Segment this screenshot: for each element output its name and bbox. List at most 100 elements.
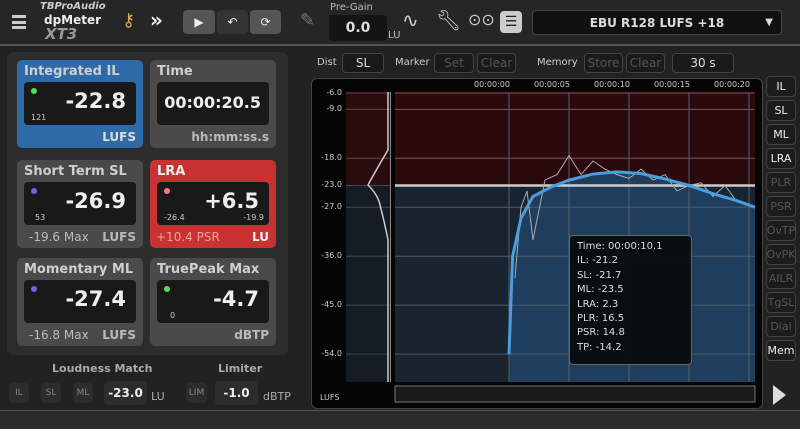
card-title: Short Term SL [24, 164, 127, 179]
status-dot [164, 286, 170, 292]
truepeak-value: -4.7 [213, 287, 259, 311]
match-il-button[interactable]: IL [9, 383, 29, 403]
y-tick-label: -27.0 [321, 202, 342, 212]
y-tick-label: -36.0 [321, 251, 342, 261]
y-tick-label: -6.0 [326, 88, 342, 97]
card-title: Momentary ML [24, 262, 134, 277]
card-lra[interactable]: LRA +6.5 -26.4 -19.9 +10.4 PSR LU [150, 160, 276, 248]
series-sl-line [514, 154, 756, 279]
y-tick-label: -9.0 [326, 104, 342, 114]
graph-unit-label: LUFS [320, 393, 340, 402]
product-version: XT3 [45, 25, 78, 43]
toggle-sl-button[interactable]: SL [766, 100, 796, 121]
pregain-input[interactable]: 0.0 [329, 15, 387, 41]
record-icon[interactable]: ⊙⊙ [468, 10, 495, 29]
duration-select[interactable]: 30 s [672, 53, 734, 73]
y-tick-label: -54.0 [321, 349, 342, 359]
time-value: 00:00:20.5 [164, 93, 261, 112]
unit: hh:mm:ss.s [191, 130, 269, 144]
pencil-icon[interactable]: ✎ [300, 10, 316, 31]
toggle-ml-button[interactable]: ML [766, 124, 796, 145]
brand-name: TBProAudio [40, 1, 106, 12]
play-arrow-icon[interactable] [773, 385, 786, 405]
match-target-input[interactable]: -23.0 [104, 381, 147, 405]
limiter-button[interactable]: LIM [186, 383, 207, 403]
short-term-max: -19.6 Max [29, 230, 89, 244]
list-icon[interactable]: ☰ [500, 11, 522, 33]
key-icon[interactable]: ⚷ [122, 10, 136, 31]
limiter-ceiling-input[interactable]: -1.0 [215, 381, 258, 405]
momentary-max: -16.8 Max [29, 328, 89, 342]
match-unit: LU [151, 390, 165, 403]
tooltip-psr: PSR: 14.8 [577, 327, 625, 339]
unit: LUFS [102, 328, 136, 342]
undo-button[interactable]: ↶ [217, 10, 248, 34]
status-dot [31, 88, 37, 94]
status-dot [31, 286, 37, 292]
card-momentary[interactable]: Momentary ML -27.4 -16.8 Max LUFS [17, 258, 143, 346]
marker-set-button[interactable]: Set [434, 53, 474, 73]
toggle-lra-button[interactable]: LRA [766, 148, 796, 169]
lra-value: +6.5 [204, 189, 259, 213]
toggle-psr-button[interactable]: PSR [766, 196, 796, 217]
status-dot [164, 188, 170, 194]
card-truepeak[interactable]: TruePeak Max -4.7 0 dBTP [150, 258, 276, 346]
card-short-term[interactable]: Short Term SL -26.9 53 -19.6 Max LUFS [17, 160, 143, 248]
lra-high: -19.9 [243, 213, 264, 222]
pregain-label: Pre-Gain [330, 2, 373, 13]
play-button[interactable]: ▶ [183, 10, 215, 34]
time-tick-label: 00:00:05 [534, 80, 570, 89]
card-title: Time [157, 64, 193, 79]
chevron-down-icon: ▼ [765, 17, 773, 28]
timeline-scrollbar[interactable] [394, 385, 756, 403]
preset-dropdown[interactable]: EBU R128 LUFS +18 ▼ [532, 10, 782, 35]
tooltip: Time: 00:00:10.1 IL: -21.2 SL: -21.7 ML:… [569, 235, 692, 365]
memory-clear-button[interactable]: Clear [626, 53, 665, 73]
preset-label: EBU R128 LUFS +18 [589, 15, 725, 30]
toggle-mem-button[interactable]: Mem [766, 340, 796, 361]
toggle-tgsl-button[interactable]: TgSL [766, 292, 796, 313]
toggle-il-button[interactable]: IL [766, 76, 796, 97]
unit: LUFS [102, 230, 136, 244]
match-ml-button[interactable]: ML [73, 383, 93, 403]
limiter-unit: dBTP [263, 390, 291, 403]
menu-icon[interactable] [12, 15, 26, 29]
card-time[interactable]: Time 00:00:20.5 hh:mm:ss.s [150, 60, 276, 148]
toggle-plr-button[interactable]: PLR [766, 172, 796, 193]
lra-low: -26.4 [164, 213, 185, 222]
wrench-icon[interactable]: 🔧︎ [436, 8, 462, 32]
tooltip-time: Time: 00:00:10.1 [577, 241, 663, 252]
memory-store-button[interactable]: Store [584, 53, 623, 73]
distribution-curve [367, 92, 389, 382]
dist-red-zone [346, 92, 390, 186]
y-tick-label: -18.0 [321, 153, 342, 163]
unit: LU [252, 230, 269, 244]
series-il-line [507, 170, 756, 355]
chevrons-icon[interactable]: » [150, 8, 163, 32]
match-sl-button[interactable]: SL [41, 383, 61, 403]
tooltip-lra: LRA: 2.3 [577, 298, 619, 310]
tooltip-sl: SL: -21.7 [577, 269, 622, 281]
unit: LUFS [102, 130, 136, 144]
waveform-icon[interactable]: ∿ [402, 8, 419, 32]
card-title: LRA [157, 164, 186, 179]
toggle-ovtp-button[interactable]: OvTP [766, 220, 796, 241]
dist-select[interactable]: SL [342, 53, 384, 73]
momentary-value: -27.4 [65, 287, 126, 311]
marker-clear-button[interactable]: Clear [477, 53, 516, 73]
card-integrated[interactable]: Integrated IL -22.8 121 LUFS [17, 60, 143, 148]
toggle-dial-button[interactable]: Dial [766, 316, 796, 337]
status-dot [31, 188, 37, 194]
loudness-match-label: Loudness Match [52, 362, 153, 375]
card-title: Integrated IL [24, 64, 120, 79]
refresh-button[interactable]: ⟳ [250, 10, 281, 34]
toggle-ovpk-button[interactable]: OvPK [766, 244, 796, 265]
tooltip-tp: TP: -14.2 [577, 341, 622, 353]
tooltip-ml: ML: -23.5 [577, 284, 624, 296]
lra-psr: +10.4 PSR [156, 230, 220, 244]
card-title: TruePeak Max [157, 262, 260, 277]
limiter-label: Limiter [218, 362, 263, 375]
toggle-ailr-button[interactable]: AILR [766, 268, 796, 289]
marker-label: Marker [395, 57, 430, 68]
tooltip-il: IL: -21.2 [577, 255, 618, 267]
